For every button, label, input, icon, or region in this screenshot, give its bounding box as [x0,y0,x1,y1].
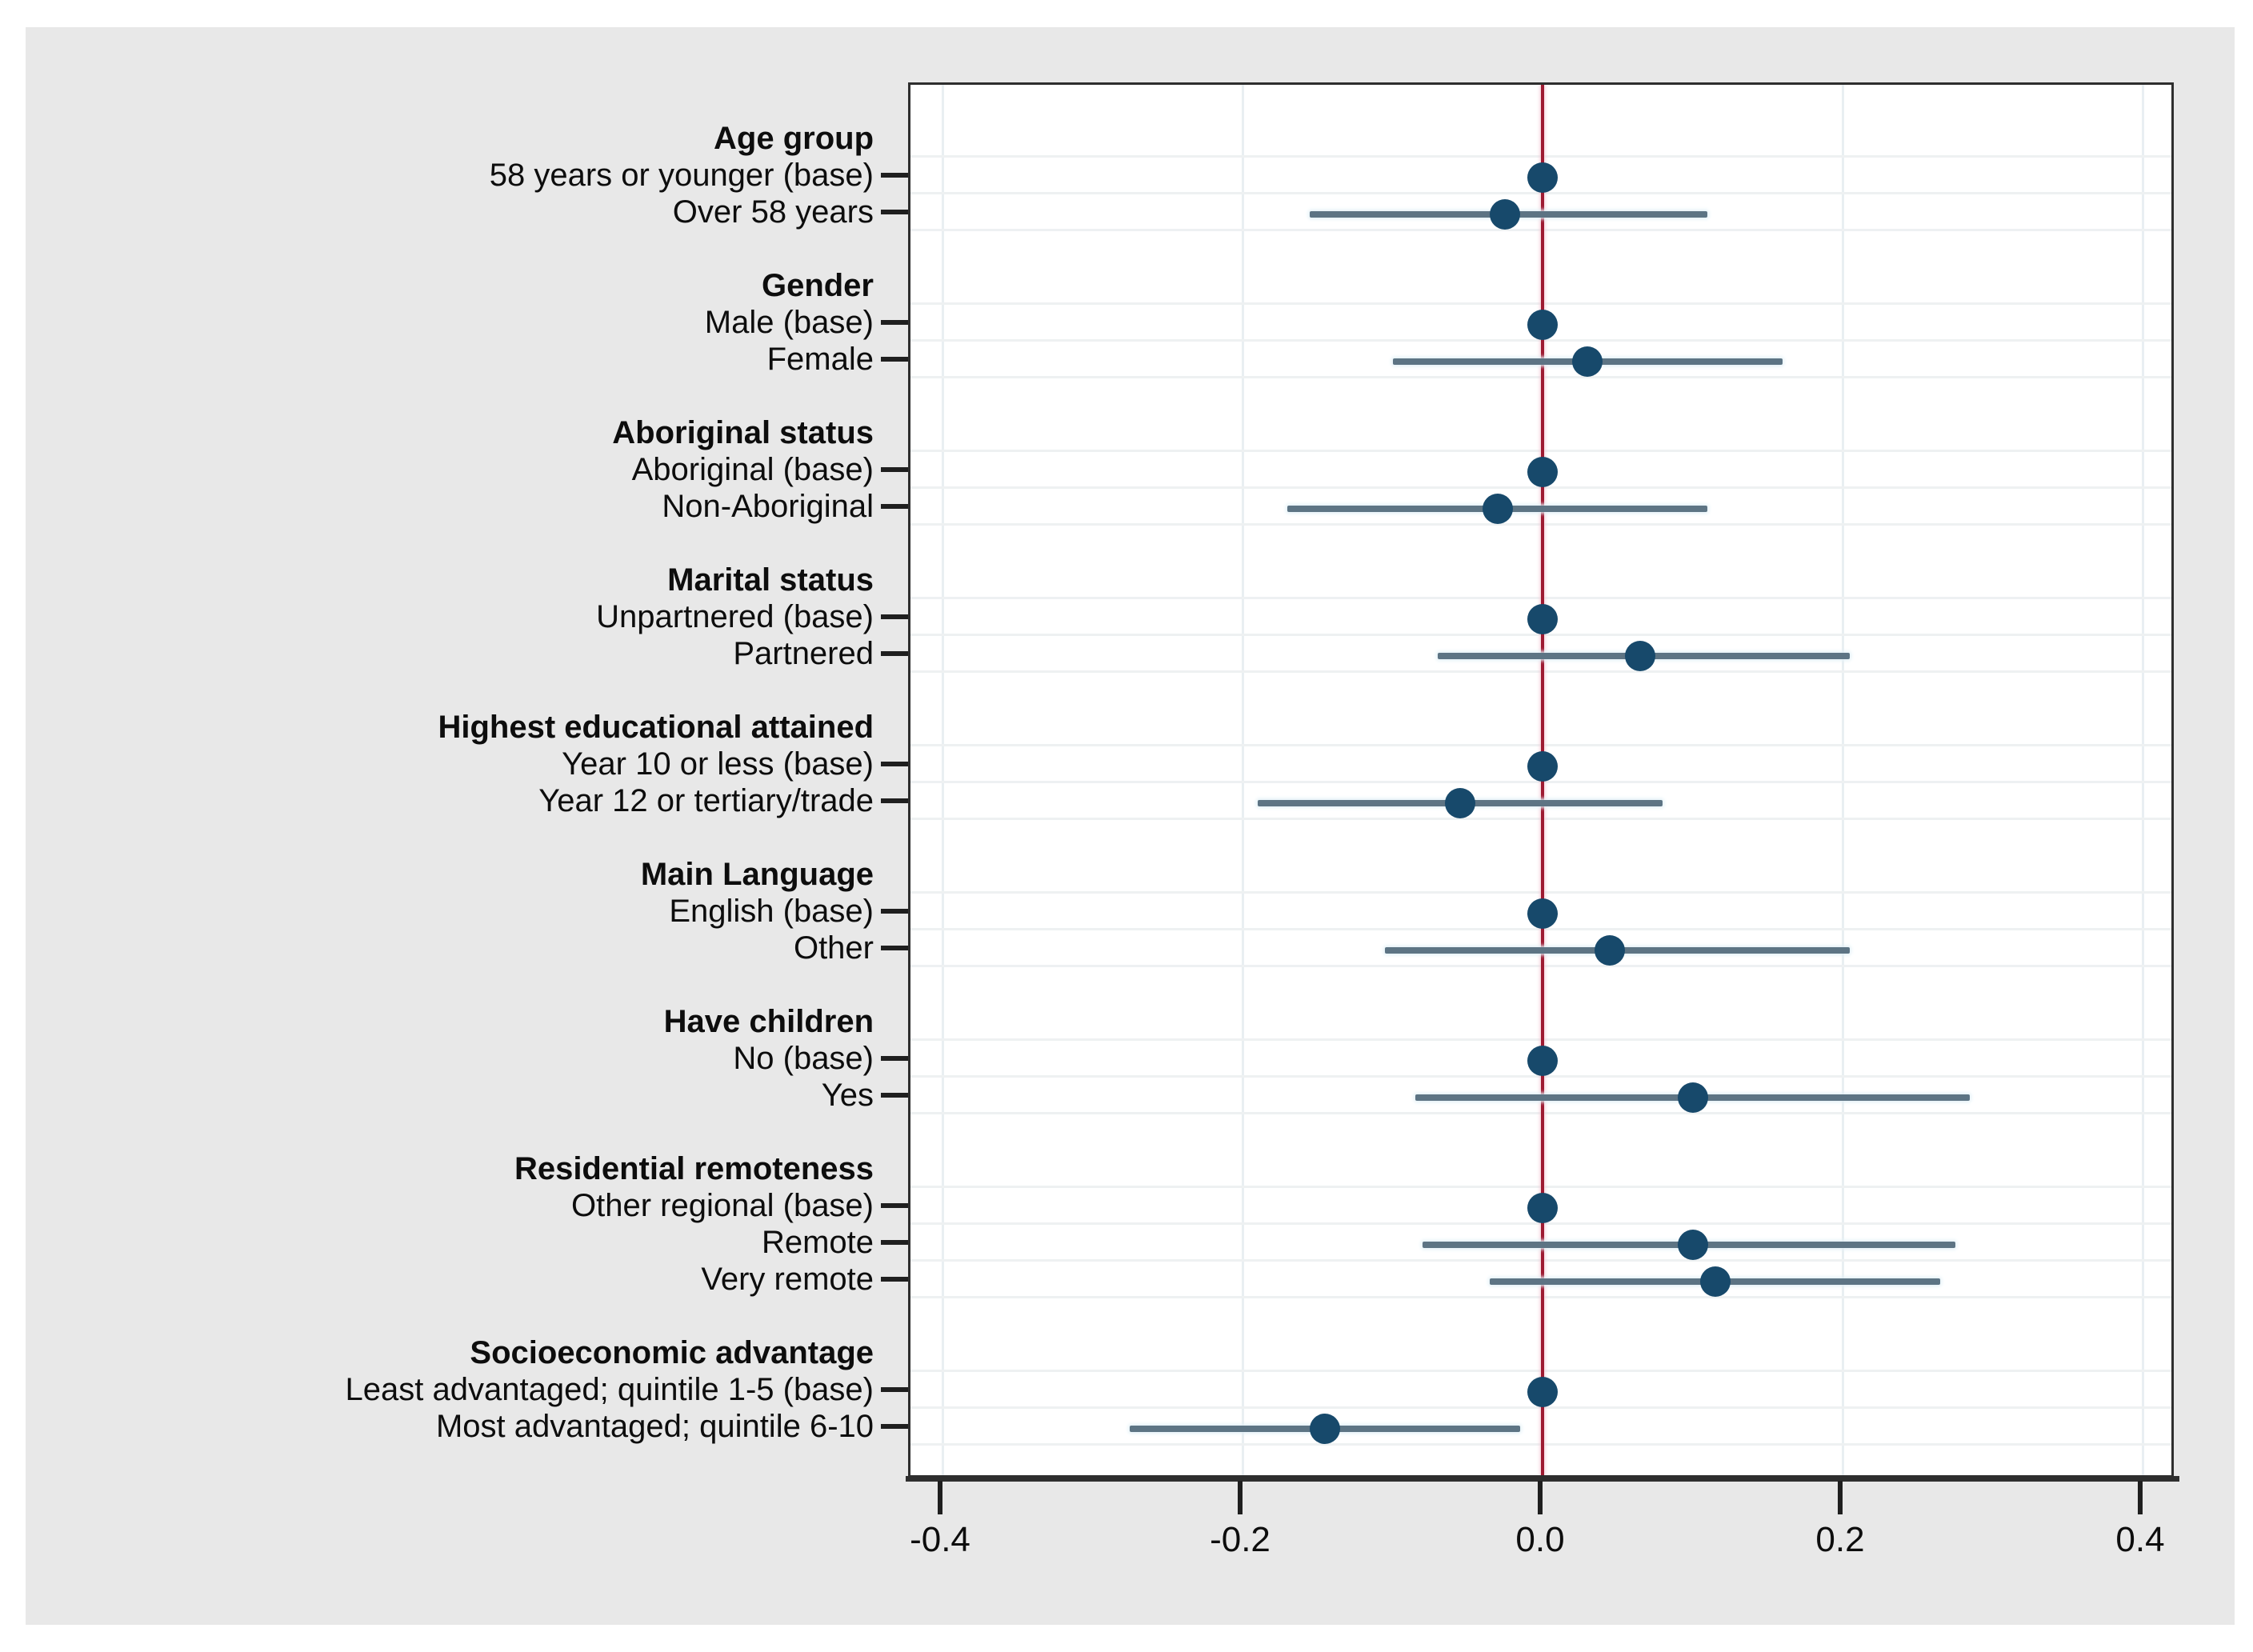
estimate-dot [1624,641,1655,671]
y-axis-tick [881,1277,908,1282]
estimate-dot [1527,1193,1558,1223]
x-axis-tick [938,1481,942,1514]
y-axis-tick [881,798,908,803]
figure-background: Age group 58 years or younger (base) Over … [26,27,2235,1625]
y-axis-tick [881,1424,908,1429]
category-header-label: Highest educational attained [438,710,874,745]
row-label: Other regional (base) [571,1188,874,1223]
row-label: Other [793,930,874,966]
x-axis-tick [2138,1481,2143,1514]
estimate-dot [1595,935,1626,966]
estimate-dot [1699,1266,1731,1297]
y-axis-tick [881,1203,908,1208]
y-axis-tick [881,1240,908,1245]
x-axis-tick-label: 0.0 [1515,1520,1565,1559]
x-gridline [942,85,944,1475]
x-axis-tick-label: -0.2 [1210,1520,1271,1559]
row-label: Over 58 years [672,194,874,230]
category-header-label: Marital status [667,562,874,598]
y-axis-tick [881,1056,908,1061]
estimate-dot [1444,788,1475,818]
category-header-label: Age group [714,121,874,156]
row-label: Yes [821,1078,874,1113]
row-label: Aboriginal (base) [631,452,874,487]
estimate-dot [1310,1414,1341,1444]
row-label: Least advantaged; quintile 1-5 (base) [345,1372,874,1407]
row-label: Non-Aboriginal [662,489,874,524]
category-header-label: Socioeconomic advantage [470,1335,874,1370]
estimate-dot [1527,604,1558,634]
row-label: No (base) [733,1041,874,1076]
x-axis-tick [1838,1481,1843,1514]
row-label: Female [766,342,874,377]
y-axis-tick [881,467,908,472]
row-label: 58 years or younger (base) [489,158,874,193]
row-label: Partnered [733,636,874,671]
estimate-dot [1527,1377,1558,1407]
y-axis-tick [881,1093,908,1098]
estimate-dot [1677,1082,1708,1113]
category-header-label: Gender [761,268,874,303]
y-axis-tick [881,614,908,619]
estimate-dot [1527,310,1558,340]
estimate-dot [1677,1230,1708,1260]
estimate-dot [1482,494,1513,524]
x-axis-tick-label: -0.4 [910,1520,970,1559]
category-header-label: Aboriginal status [612,415,874,450]
x-gridline [2142,85,2144,1475]
category-header-label: Residential remoteness [514,1151,874,1186]
y-axis-tick [881,762,908,766]
row-label: Very remote [701,1262,874,1297]
estimate-dot [1572,346,1603,377]
row-label: Year 12 or tertiary/trade [538,783,874,818]
category-header-label: Main Language [640,857,874,892]
y-axis-tick [881,504,908,509]
estimate-dot [1527,898,1558,929]
x-gridline [1842,85,1844,1475]
y-axis-tick [881,320,908,325]
y-axis-tick [881,173,908,178]
y-axis-tick [881,651,908,656]
x-axis-tick-label: 0.4 [2115,1520,2165,1559]
estimate-dot [1527,1046,1558,1076]
estimate-dot [1527,457,1558,487]
estimate-dot [1527,162,1558,193]
y-axis-tick [881,909,908,914]
row-label: Male (base) [704,305,874,340]
x-axis-tick-label: 0.2 [1815,1520,1865,1559]
y-axis-tick [881,357,908,362]
x-axis-line [906,1476,2179,1482]
x-axis-tick [1538,1481,1543,1514]
y-axis-tick [881,210,908,214]
row-label: English (base) [669,894,874,929]
y-axis-tick [881,1387,908,1392]
row-label: Unpartnered (base) [596,599,874,634]
estimate-dot [1490,199,1521,230]
plot-area [908,82,2174,1478]
category-header-label: Have children [663,1004,874,1039]
x-gridline [1242,85,1244,1475]
x-axis-tick [1238,1481,1243,1514]
row-label: Year 10 or less (base) [562,746,874,782]
estimate-dot [1527,751,1558,782]
row-label: Most advantaged; quintile 6-10 [435,1409,874,1444]
y-axis-tick [881,946,908,950]
row-label: Remote [761,1225,874,1260]
